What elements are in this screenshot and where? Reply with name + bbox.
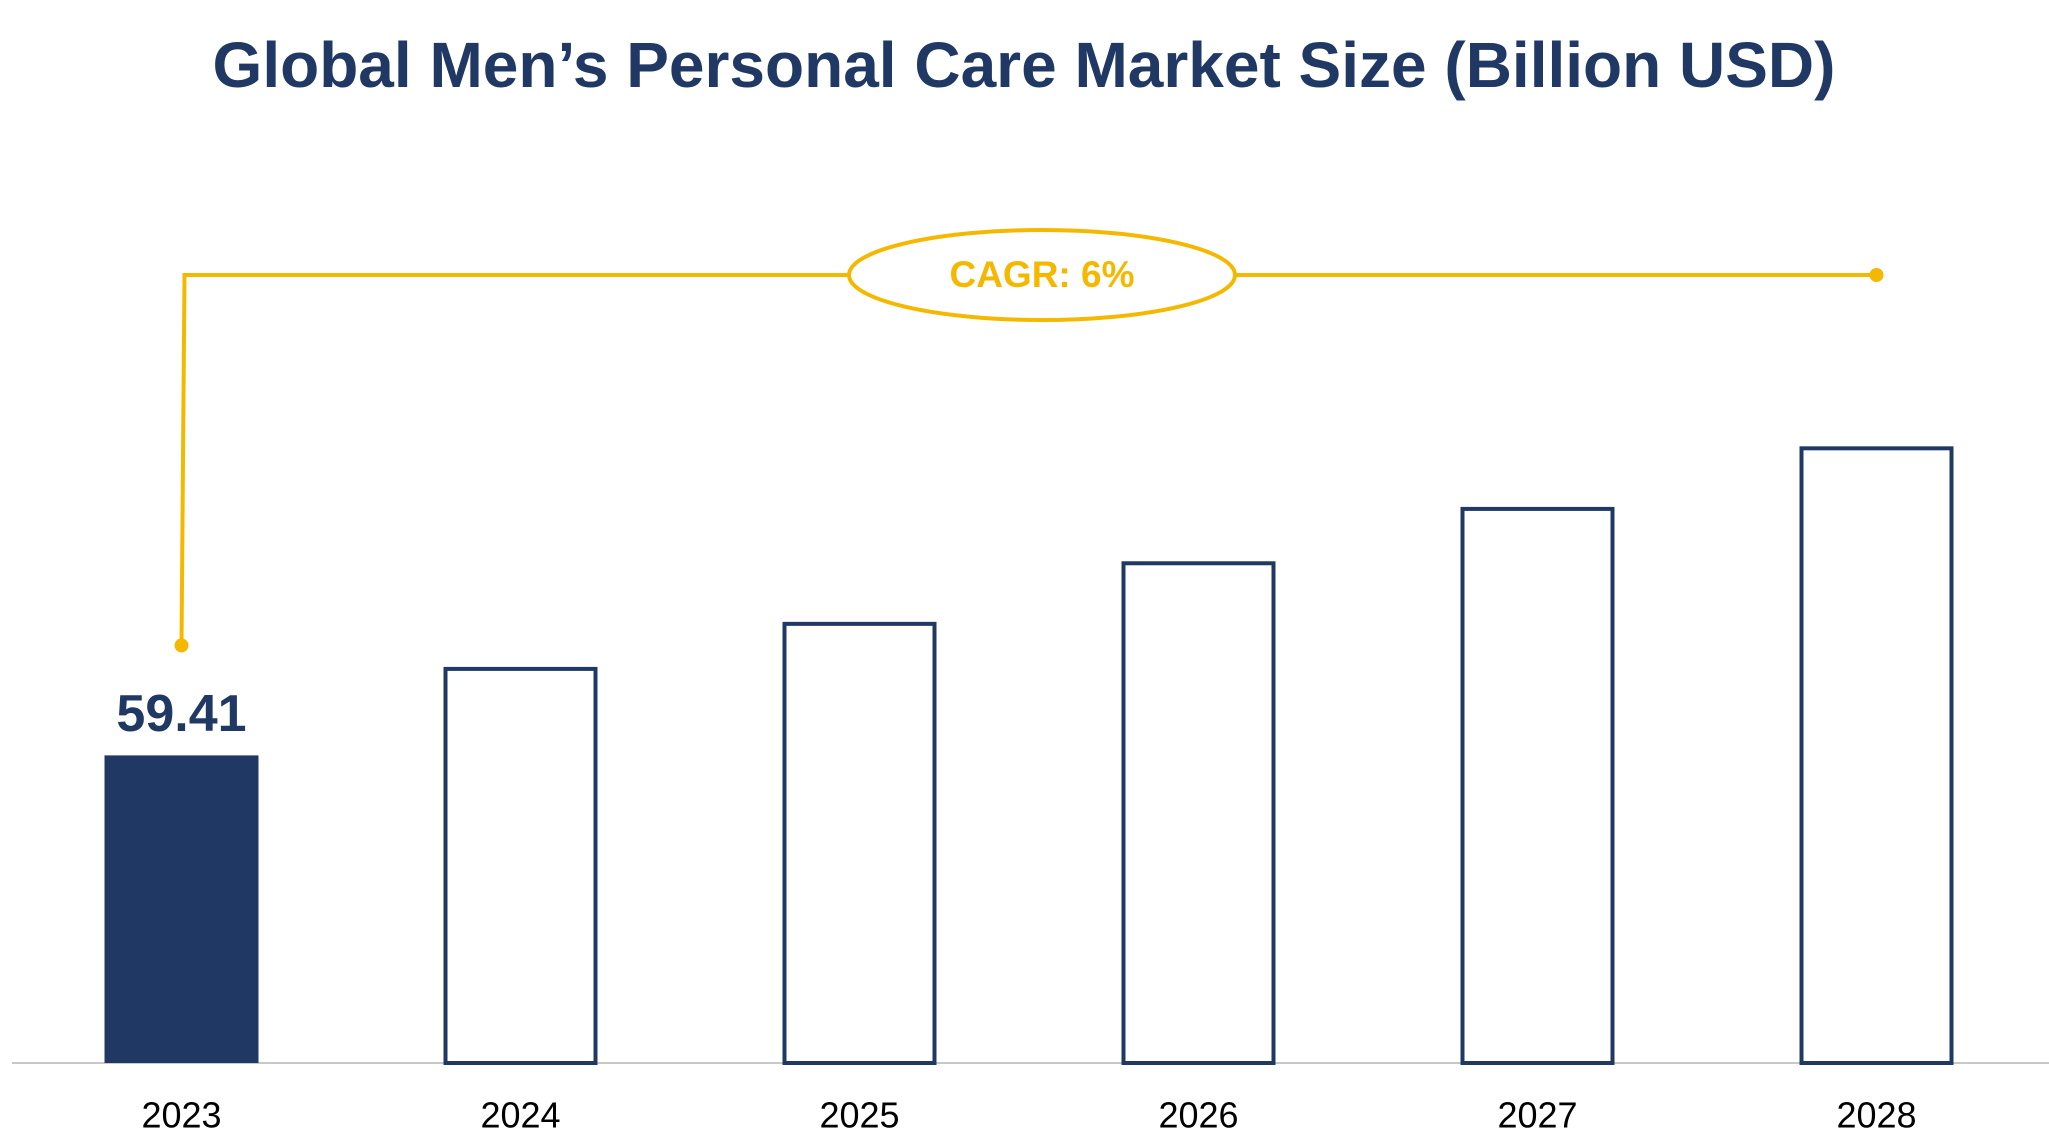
x-tick-label: 2025: [819, 1095, 899, 1136]
bracket-dot: [1869, 268, 1884, 282]
cagr-label: CAGR: 6%: [949, 254, 1134, 295]
bar: [443, 666, 598, 1066]
x-tick-label: 2026: [1158, 1095, 1238, 1136]
x-tick-label: 2027: [1497, 1095, 1577, 1136]
data-label: 59.41: [116, 685, 246, 743]
x-tick-label: 2023: [141, 1095, 221, 1136]
bar: [1799, 446, 1954, 1065]
cagr-bracket: [179, 273, 1877, 646]
bracket-dot: [174, 638, 189, 653]
bar: [782, 621, 937, 1065]
bar: [104, 755, 259, 1063]
x-tick-label: 2028: [1836, 1095, 1916, 1136]
cagr-ellipse: [847, 228, 1237, 322]
chart-title: Global Men’s Personal Care Market Size (…: [213, 29, 1836, 101]
x-tick-label: 2024: [480, 1095, 560, 1136]
bar: [1460, 506, 1615, 1065]
bar: [1121, 561, 1276, 1065]
